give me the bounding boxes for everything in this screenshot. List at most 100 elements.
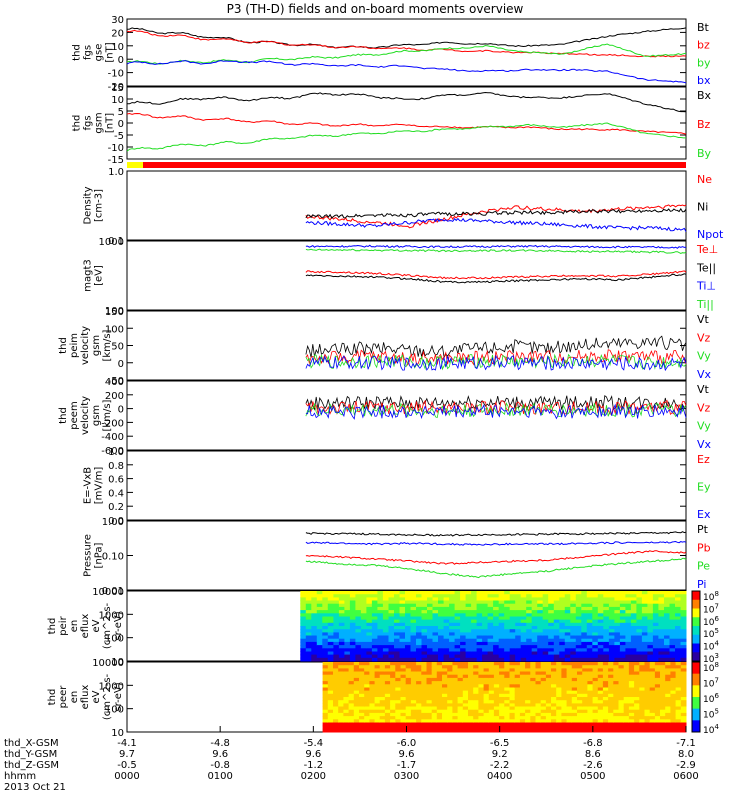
spectrogram-cell [519,700,526,704]
spectrogram-cell [613,728,619,733]
spectrogram-cell [603,626,610,630]
spectrogram-cell [316,603,323,608]
spectrogram-cell [602,709,609,714]
spectrogram-cell [630,597,637,602]
spectrogram-cell [647,654,654,659]
spectrogram-cell [636,610,643,614]
spectrogram-cell [551,693,557,698]
spectrogram-cell [634,728,640,733]
spectrogram-cell [597,641,604,646]
spectrogram-cell [410,629,417,633]
spectrogram-cell [636,651,643,656]
spectrogram-cell [504,725,510,730]
spectrogram-cell [537,651,544,656]
spectrogram-cell [525,700,531,704]
spectrogram-cell [553,629,560,633]
spectrogram-cell [619,610,626,614]
spectrogram-cell [540,681,547,685]
spectrogram-cell [603,645,610,649]
spectrogram-cell [509,600,516,605]
spectrogram-cell [405,706,412,711]
spectrogram-cell [570,616,577,621]
spectrogram-cell [377,591,384,595]
spectrogram-cell [327,613,334,617]
spectrogram-cell [462,722,469,727]
spectrogram-cell [526,597,533,602]
spectrogram-cell [465,610,472,614]
spectrogram-cell [366,597,373,602]
spectrogram-cell [438,622,444,627]
spectrogram-cell [566,677,573,682]
spectrogram-cell [487,591,494,595]
spectrogram-cell [535,722,542,727]
spectrogram-cell [525,719,531,723]
spectrogram-cell [400,703,407,708]
spectrogram-cell [608,722,614,727]
spectrogram-cell [353,706,360,711]
spectrogram-cell [395,725,401,730]
x-tick-label: -0.8 [210,760,230,771]
y-axis-label-line: [mV/m] [94,467,105,505]
spectrogram-cell [322,613,329,617]
spectrogram-cell [619,648,626,652]
spectrogram-cell [564,645,571,649]
spectrogram-cell [540,693,547,698]
spectrogram-cell [540,728,547,733]
spectrogram-cell [654,662,661,666]
spectrogram-cell [493,626,500,630]
spectrogram-cell [592,709,599,714]
spectrogram-cell [374,677,381,682]
spectrogram-cell [618,674,625,679]
spectrogram-cell [613,693,619,698]
spectrogram-cell [388,613,395,617]
spectrogram-cell [355,645,362,649]
spectrogram-cell [630,645,637,649]
spectrogram-cell [504,594,511,598]
spectrogram-cell [468,716,474,720]
y-tick-label: 30 [111,15,124,26]
spectrogram-cell [384,716,391,720]
spectrogram-cell [652,591,659,595]
y-tick-label: 0.2 [108,502,124,513]
spectrogram-cell [377,619,384,624]
y-tick-label: -50 [108,376,124,387]
colorbar-exponent: 6 [714,615,719,623]
spectrogram-cell [438,626,444,630]
spectrogram-cell [488,668,495,673]
spectrogram-cell [482,591,489,595]
spectrogram-cell [531,626,538,630]
spectrogram-cell [592,600,599,605]
spectrogram-cell [623,725,630,730]
spectrogram-cell [377,610,384,614]
spectrogram-cell [460,610,467,614]
spectrogram-cell [360,626,367,630]
spectrogram-cell [498,629,505,633]
spectrogram-cell [625,613,632,617]
spectrogram-cell [608,632,615,637]
spectrogram-cell [431,671,438,676]
spectrogram-cell [525,716,531,720]
spectrogram-cell [641,645,648,649]
spectrogram-cell [360,616,367,621]
spectrogram-cell [447,665,453,669]
series-line-Ni [305,207,687,219]
spectrogram-cell [582,674,588,679]
spectrogram-cell [364,716,370,720]
spectrogram-cell [364,703,370,708]
spectrogram-cell [553,613,560,617]
spectrogram-cell [664,641,670,646]
spectrogram-cell [515,638,522,643]
spectrogram-cell [525,697,531,701]
spectrogram-cell [564,600,571,605]
spectrogram-cell [338,654,345,659]
spectrogram-cell [426,725,433,730]
spectrogram-cell [592,606,599,611]
spectrogram-cell [537,603,544,608]
colorbar-exponent: 8 [714,661,718,669]
spectrogram-cell [597,654,604,659]
spectrogram-cell [382,597,389,602]
spectrogram-cell [322,591,329,595]
legend-item-Vy: Vy [697,350,711,363]
